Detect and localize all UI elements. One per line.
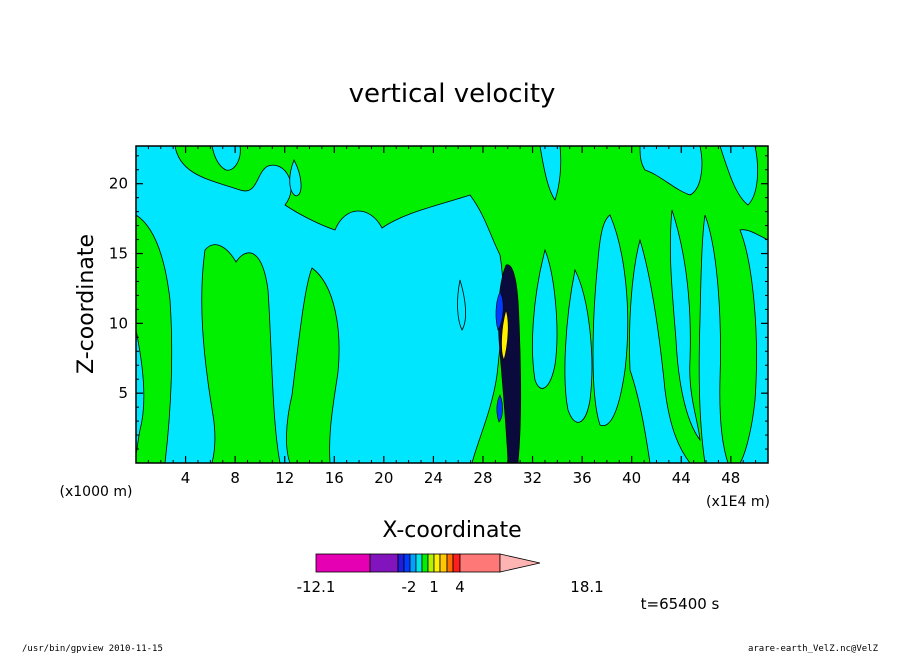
x-tick-label: 28 [473, 469, 492, 487]
colorbar-segment [409, 553, 417, 573]
contour-region [698, 214, 729, 463]
updraft-yellow [501, 308, 509, 361]
x-tick-label: 44 [672, 469, 691, 487]
time-label: t=65400 s [641, 595, 720, 613]
footer-right: arare-earth_VelZ.nc@VelZ [748, 644, 879, 654]
x-axis: 4 8 12 16 20 24 28 32 36 40 44 48 [147, 146, 757, 487]
contour-region [592, 214, 629, 426]
colorbar-tick-label: -2 [402, 578, 417, 596]
colorbar-segment [427, 553, 435, 573]
x-unit-left: (x1000 m) [60, 484, 133, 500]
contour-region [629, 238, 691, 463]
colorbar-segment [452, 553, 461, 573]
colorbar-segment [421, 553, 429, 573]
colorbar-tick-label: 4 [455, 578, 465, 596]
colorbar-segment [439, 553, 448, 573]
x-tick-label: 8 [230, 469, 240, 487]
contour-region [136, 146, 504, 463]
plot-frame [135, 145, 769, 464]
colorbar-segment [369, 553, 399, 573]
colorbar-segment [433, 553, 441, 573]
contour-region [539, 146, 562, 201]
x-tick-label: 36 [573, 469, 592, 487]
colorbar-segment [415, 553, 423, 573]
x-tick-label: 48 [721, 469, 740, 487]
colorbar-tick-label: 18.1 [570, 578, 603, 596]
x-unit-right: (x1E4 m) [706, 494, 770, 510]
contour-region [457, 279, 466, 331]
contour-region [136, 329, 145, 456]
colorbar: -12.1 -2 1 4 18.1 [297, 553, 604, 596]
y-axis-label: Z-coordinate [74, 234, 99, 374]
x-tick-label: 4 [181, 469, 191, 487]
colorbar-segment [446, 553, 454, 573]
x-axis-label: X-coordinate [382, 518, 521, 543]
contour-region [532, 248, 558, 389]
colorbar-segment [315, 553, 371, 573]
x-tick-label: 16 [325, 469, 344, 487]
contour-region [289, 159, 302, 197]
downdraft-blue [495, 291, 504, 331]
contour-region [211, 146, 241, 171]
downdraft-blue [496, 394, 503, 423]
y-tick-label: 5 [118, 384, 128, 402]
colorbar-tick-label: -12.1 [297, 578, 336, 596]
colorbar-segment [397, 553, 405, 573]
plot-area [136, 146, 768, 463]
x-tick-label: 12 [275, 469, 294, 487]
colorbar-tick-label: 1 [429, 578, 439, 596]
contour-region [639, 146, 703, 196]
contour-region [739, 229, 768, 463]
x-tick-label: 40 [622, 469, 641, 487]
colorbar-arrow [499, 553, 541, 573]
footer-left: /usr/bin/gpview 2010-11-15 [22, 644, 163, 654]
y-tick-label: 20 [109, 175, 128, 193]
chart-title: vertical velocity [349, 79, 556, 109]
y-tick-label: 15 [109, 245, 128, 263]
contour-region [669, 209, 701, 442]
y-tick-label: 10 [109, 314, 128, 332]
x-tick-label: 32 [523, 469, 542, 487]
colorbar-segment [459, 553, 501, 573]
x-tick-label: 20 [374, 469, 393, 487]
colorbar-segment [403, 553, 411, 573]
x-tick-label: 24 [424, 469, 443, 487]
y-axis: 5 10 15 20 [109, 155, 768, 450]
contour-region [564, 268, 593, 423]
contour-region [719, 146, 759, 206]
